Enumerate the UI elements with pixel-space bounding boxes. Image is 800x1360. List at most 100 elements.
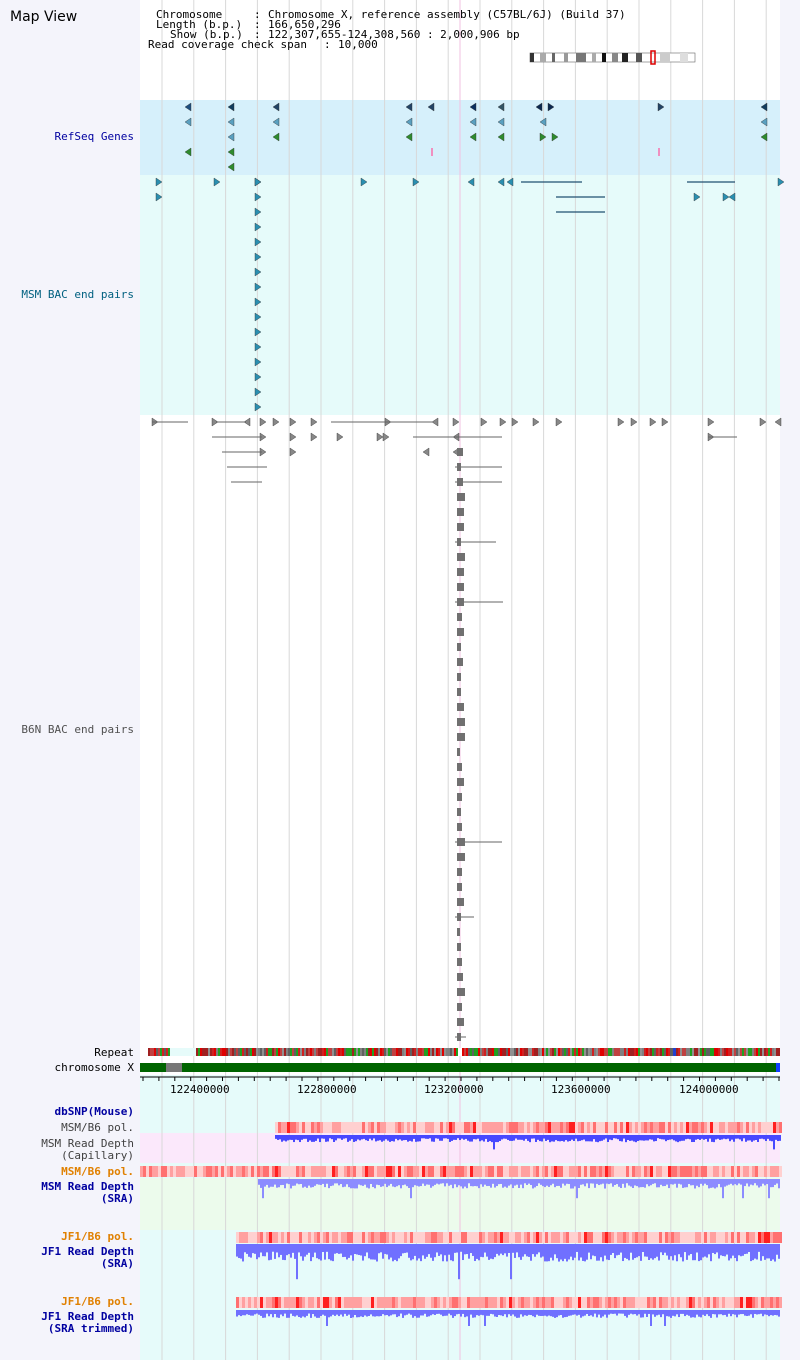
msm-depth-capillary-bar — [691, 1135, 693, 1143]
msm-b6-pol-label-2[interactable]: MSM/B6 pol. — [61, 1165, 134, 1178]
msm-depth-capillary-bar — [433, 1135, 435, 1142]
jf1-b6-pol-strip-2 — [617, 1297, 620, 1308]
repeat-segment — [192, 1048, 194, 1056]
msm-b6-pol-strip-2 — [425, 1166, 428, 1177]
jf1-depth-trimmed-bar — [348, 1310, 350, 1315]
repeat-segment — [474, 1048, 476, 1056]
repeat-segment — [528, 1048, 530, 1056]
msm-depth-capillary-bar — [275, 1135, 277, 1139]
repeat-segment — [156, 1048, 158, 1056]
msm-depth-sra-bar — [720, 1179, 722, 1188]
jf1-b6-pol-label-2[interactable]: JF1/B6 pol. — [61, 1295, 134, 1308]
msm-depth-capillary-bar — [735, 1135, 737, 1139]
msm-depth-capillary-bar — [669, 1135, 671, 1140]
msm-depth-sra-bar — [392, 1179, 394, 1187]
refseq-genes-track-label[interactable]: RefSeq Genes — [54, 130, 134, 143]
jf1-depth-trimmed-bar — [510, 1310, 512, 1316]
msm-depth-capillary-bar — [641, 1135, 643, 1141]
msm-b6-pol-strip-2 — [620, 1166, 623, 1177]
jf1-b6-pol-label-1[interactable]: JF1/B6 pol. — [61, 1230, 134, 1243]
jf1-depth-sra-bar — [250, 1244, 252, 1258]
msm-depth-sra-bar — [684, 1179, 686, 1188]
msm-depth-capillary-bar — [401, 1135, 403, 1141]
jf1-depth-sra-bar — [668, 1244, 670, 1260]
repeat-segment — [380, 1048, 382, 1056]
jf1-depth-trimmed-bar — [246, 1310, 248, 1315]
msm-depth-sra-bar — [576, 1179, 578, 1199]
b6n-bac-end-pairs-track-label[interactable]: B6N BAC end pairs — [21, 723, 134, 736]
msm-read-depth-capillary-label[interactable]: MSM Read Depth — [41, 1137, 134, 1150]
jf1-b6-pol-strip-2 — [563, 1297, 566, 1308]
msm-b6-pol-strip-1 — [290, 1122, 293, 1133]
jf1-b6-pol-strip-2 — [629, 1297, 632, 1308]
jf1-depth-trimmed-bar — [542, 1310, 544, 1316]
jf1-depth-sra-bar — [392, 1244, 394, 1262]
msm-depth-capillary-bar — [541, 1135, 543, 1142]
repeat-segment — [160, 1048, 162, 1056]
msm-read-depth-sra-label[interactable]: MSM Read Depth — [41, 1180, 134, 1193]
dbsnp-track-label[interactable]: dbSNP(Mouse) — [54, 1105, 134, 1118]
jf1-depth-trimmed-bar — [380, 1310, 382, 1317]
msm-depth-capillary-bar — [397, 1135, 399, 1141]
msm-bac-end-pairs-track-label[interactable]: MSM BAC end pairs — [21, 288, 134, 301]
msm-depth-capillary-bar — [547, 1135, 549, 1140]
msm-b6-pol-strip-2 — [593, 1166, 596, 1177]
msm-depth-capillary-bar — [285, 1135, 287, 1142]
jf1-b6-pol-strip-2 — [656, 1297, 659, 1308]
jf1-read-depth-trimmed-label[interactable]: JF1 Read Depth — [41, 1310, 134, 1323]
msm-b6-pol-strip-1 — [320, 1122, 323, 1133]
jf1-b6-pol-strip-1 — [743, 1232, 746, 1243]
repeat-segment — [378, 1048, 380, 1056]
msm-depth-capillary-bar — [531, 1135, 533, 1139]
repeat-segment — [608, 1048, 610, 1056]
msm-depth-sra-bar — [696, 1179, 698, 1186]
msm-depth-capillary-bar — [287, 1135, 289, 1141]
jf1-b6-pol-strip-2 — [470, 1297, 473, 1308]
jf1-b6-pol-strip-2 — [602, 1297, 605, 1308]
b6n-bac-arrow — [310, 417, 318, 427]
repeat-segment — [540, 1048, 542, 1056]
msm-b6-pol-strip-1 — [575, 1122, 578, 1133]
repeat-segment — [278, 1048, 280, 1056]
msm-depth-capillary-bar — [303, 1135, 305, 1139]
jf1-read-depth-sra-label[interactable]: JF1 Read Depth — [41, 1245, 134, 1258]
jf1-depth-sra-bar — [600, 1244, 602, 1258]
jf1-b6-pol-strip-1 — [548, 1232, 551, 1243]
jf1-b6-pol-strip-1 — [335, 1232, 338, 1243]
jf1-depth-sra-bar — [298, 1244, 300, 1253]
msm-b6-pol-strip-2 — [443, 1166, 446, 1177]
msm-b6-pol-strip-1 — [416, 1122, 419, 1133]
msm-depth-sra-bar — [660, 1179, 662, 1185]
jf1-depth-trimmed-bar — [758, 1310, 760, 1315]
jf1-b6-pol-strip-1 — [611, 1232, 614, 1243]
jf1-depth-sra-bar — [466, 1244, 468, 1255]
jf1-b6-pol-strip-1 — [602, 1232, 605, 1243]
msm-b6-pol-label-1[interactable]: MSM/B6 pol. — [61, 1121, 134, 1134]
msm-depth-capillary-bar — [719, 1135, 721, 1140]
msm-b6-pol-strip-2 — [356, 1166, 359, 1177]
jf1-depth-sra-bar — [550, 1244, 552, 1258]
msm-b6-pol-strip-2 — [497, 1166, 500, 1177]
msm-bac-arrow — [213, 177, 221, 187]
msm-depth-capillary-bar — [515, 1135, 517, 1139]
msm-b6-pol-strip-2 — [725, 1166, 728, 1177]
jf1-depth-sra-bar — [498, 1244, 500, 1256]
msm-depth-sra-bar — [488, 1179, 490, 1186]
jf1-b6-pol-strip-2 — [539, 1297, 542, 1308]
jf1-depth-trimmed-bar — [336, 1310, 338, 1315]
msm-depth-capillary-bar — [687, 1135, 689, 1139]
jf1-b6-pol-strip-2 — [437, 1297, 440, 1308]
jf1-depth-sra-bar — [754, 1244, 756, 1259]
repeat-segment — [546, 1048, 548, 1056]
repeat-segment — [320, 1048, 322, 1056]
jf1-depth-sra-bar — [540, 1244, 542, 1258]
msm-b6-pol-strip-1 — [737, 1122, 740, 1133]
jf1-b6-pol-strip-2 — [524, 1297, 527, 1308]
jf1-depth-sra-bar — [734, 1244, 736, 1259]
msm-depth-sra-bar — [298, 1179, 300, 1185]
msm-depth-capillary-bar — [721, 1135, 723, 1140]
jf1-depth-trimmed-bar — [386, 1310, 388, 1316]
msm-depth-sra-bar — [646, 1179, 648, 1185]
coverage-value: 10,000 — [338, 38, 378, 51]
msm-depth-sra-bar — [436, 1179, 438, 1184]
